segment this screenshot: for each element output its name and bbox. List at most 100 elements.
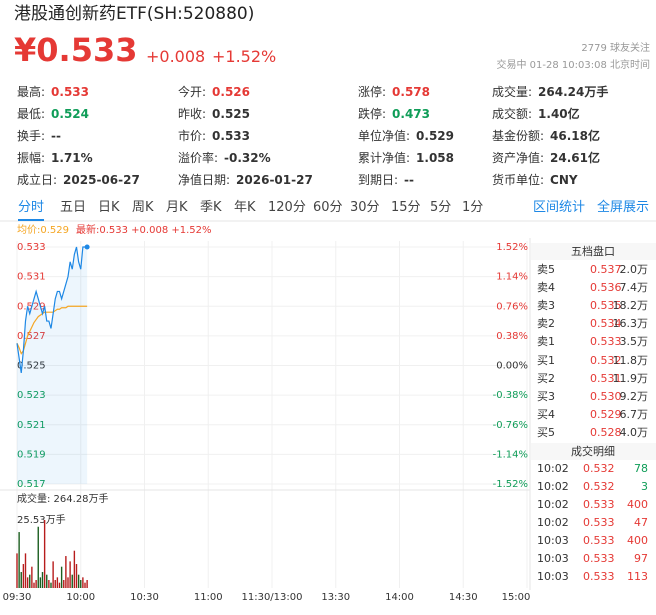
trade-price: 0.532: [583, 462, 615, 475]
tab[interactable]: 季K: [200, 200, 222, 215]
legend-entry: 最新:0.533 +0.008 +1.52%: [76, 223, 212, 236]
tab[interactable]: 5分: [430, 200, 452, 215]
legend-entry: 均价:0.529: [17, 224, 69, 236]
volume-bar: [82, 577, 84, 588]
volume-bar: [39, 577, 42, 588]
stat-label: 振幅:: [17, 151, 46, 165]
tab-link[interactable]: 全屏展示: [597, 200, 650, 215]
price: ¥0.533: [14, 31, 138, 69]
stat-value: 1.058: [416, 151, 455, 165]
volume-bar: [33, 582, 35, 588]
book-price: 0.533: [590, 335, 622, 349]
stat-value: 0.524: [51, 107, 90, 121]
stat-value: 0.533: [212, 129, 251, 143]
tab[interactable]: 30分: [350, 200, 380, 215]
volume-bar: [54, 580, 56, 588]
book-price: 0.535: [590, 299, 622, 313]
book-price: 0.532: [590, 353, 622, 367]
stat-label: 市价:: [178, 129, 207, 143]
stat-label: 成交量:: [492, 85, 533, 99]
volume-bar: [43, 520, 46, 588]
book-price: 0.531: [590, 371, 622, 385]
trade-volume: 113: [627, 570, 648, 583]
change-pct: +1.52%: [212, 47, 277, 66]
book-volume: 18.2万: [612, 299, 649, 313]
volume-bar: [60, 566, 63, 588]
tab[interactable]: 1分: [462, 200, 484, 215]
volume-bar: [48, 580, 50, 588]
tab-link[interactable]: 区间统计: [533, 200, 586, 215]
stat-value: 1.71%: [51, 151, 93, 165]
stat-value: 2026-01-27: [236, 173, 313, 187]
stat-value: 264.24万手: [538, 85, 609, 99]
x-tick-label: 11:00: [194, 592, 223, 603]
trade-volume: 400: [627, 498, 648, 511]
stat-label: 溢价率:: [178, 151, 219, 165]
y-tick-label: 0.525: [17, 361, 46, 372]
volume-bar: [26, 577, 29, 588]
change: +0.008: [146, 47, 206, 66]
book-header: [531, 243, 656, 260]
book-side: 买2: [537, 371, 555, 385]
book-price: 0.528: [590, 425, 622, 439]
trade-time: 10:03: [537, 552, 569, 565]
volume-bar: [31, 566, 33, 588]
y-tick-label: 0.527: [17, 331, 46, 342]
stat-label: 最高:: [17, 85, 46, 99]
book-volume: 2.0万: [619, 263, 649, 276]
volume-bar: [35, 580, 37, 588]
trade-price: 0.532: [583, 480, 615, 493]
tab[interactable]: 五日: [60, 200, 87, 215]
stat-label: 换手:: [17, 129, 46, 143]
stat-value: 2025-06-27: [63, 173, 140, 187]
y-tick-label: 0.533: [17, 242, 46, 253]
tab[interactable]: 月K: [166, 200, 188, 215]
tab[interactable]: 周K: [132, 200, 154, 215]
book-side: 买1: [537, 353, 555, 367]
trade-time: 10:03: [537, 570, 569, 583]
stat-label: 基金份额:: [492, 129, 545, 143]
stat-value: --: [51, 129, 62, 143]
book-volume: 9.2万: [619, 389, 649, 403]
stat-value: 0.473: [392, 107, 431, 121]
tab[interactable]: 15分: [391, 200, 421, 215]
book-volume: 7.4万: [619, 281, 649, 295]
volume-bar: [16, 553, 18, 588]
y2-tick-label: 0.38%: [496, 331, 528, 342]
volume-bar: [41, 572, 44, 588]
x-tick-label: 11:30/13:00: [241, 592, 302, 603]
stat-value: --: [404, 173, 415, 187]
book-price: 0.529: [590, 407, 622, 421]
series-line: [16, 305, 88, 355]
book-price: 0.530: [590, 389, 622, 403]
book-volume: 3.5万: [619, 335, 649, 349]
book-side: 卖4: [537, 281, 555, 295]
stat-label: 成立日:: [17, 173, 58, 187]
volume-tick-label: 25.53万手: [17, 513, 66, 526]
book-price: 0.537: [590, 263, 622, 276]
tab[interactable]: 日K: [98, 200, 120, 215]
book-side: 买5: [537, 425, 555, 439]
volume-bar: [58, 582, 61, 588]
trade-volume: 97: [634, 552, 648, 565]
stat-label: 单位净值:: [358, 129, 411, 143]
tab[interactable]: 年K: [234, 200, 256, 215]
status: 交易中 01-28 10:03:08 北京时间: [496, 60, 650, 71]
tab[interactable]: 60分: [313, 200, 343, 215]
trades-title: 成交明细: [571, 445, 615, 458]
book-price: 0.534: [590, 317, 622, 331]
stat-label: 净值日期:: [178, 173, 231, 187]
tab[interactable]: 120分: [268, 200, 306, 215]
y2-tick-label: 0.76%: [496, 301, 528, 312]
last-point: [84, 244, 90, 250]
stat-value: 1.40亿: [538, 107, 580, 121]
stat-label: 累计净值:: [358, 151, 411, 165]
stat-value: CNY: [550, 173, 578, 187]
stat-label: 最低:: [17, 107, 46, 121]
tab[interactable]: 分时: [18, 200, 45, 215]
y2-tick-label: -1.52%: [493, 479, 528, 490]
volume-bar: [77, 574, 80, 588]
y2-tick-label: -1.14%: [493, 449, 528, 460]
